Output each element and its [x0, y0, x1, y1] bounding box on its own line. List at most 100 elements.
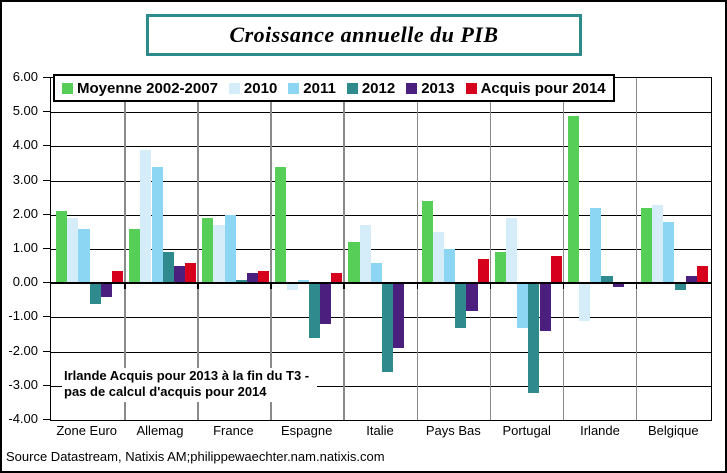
- bar-acquis-pour-2014-portugal: [550, 255, 562, 284]
- bar-moyenne-2002-2007-pays-bas: [421, 201, 433, 284]
- zero-axis-tick: [270, 284, 272, 290]
- bar-moyenne-2002-2007-irlande: [567, 115, 579, 284]
- bar-moyenne-2002-2007-belgique: [640, 208, 653, 284]
- x-category-label-zone-euro: Zone Euro: [56, 423, 118, 438]
- gridline-y--1: [51, 317, 711, 319]
- x-category-label-irlande: Irlande: [580, 423, 620, 438]
- bar-2010-pays-bas: [432, 231, 444, 284]
- y-axis-tick: [43, 384, 50, 386]
- legend-item-2010: 2010: [228, 79, 278, 97]
- annotation-note: Irlande Acquis pour 2013 à la fin du T3 …: [62, 368, 318, 402]
- y-axis-tick: [43, 248, 50, 249]
- bar-2012-pays-bas: [455, 283, 467, 328]
- x-category-label-france: France: [213, 423, 254, 438]
- zero-axis-tick: [124, 284, 126, 290]
- x-category-label-pays-bas: Pays Bas: [425, 423, 481, 438]
- bar-2013-portugal: [539, 283, 551, 332]
- bar-2011-portugal: [517, 283, 529, 328]
- zero-axis-line: [51, 282, 711, 285]
- legend-item-2013: 2013: [406, 79, 455, 97]
- zero-axis-tick: [635, 284, 638, 290]
- legend-label-moyenne-2002-2007: Moyenne 2002-2007: [77, 79, 218, 97]
- gridline-y-1: [51, 249, 711, 250]
- bar-2012-italie: [382, 283, 394, 373]
- bar-moyenne-2002-2007-portugal: [494, 252, 506, 284]
- gridline-y--2: [51, 351, 711, 353]
- bar-2013-italie: [393, 283, 405, 349]
- legend-label-2010: 2010: [243, 79, 278, 97]
- y-tick-label: 6.00: [12, 69, 38, 84]
- bar-2011-pays-bas: [444, 249, 456, 284]
- bar-2013-irlande: [612, 283, 624, 287]
- y-axis-tick: [43, 419, 50, 420]
- y-tick-label: 5.00: [12, 103, 38, 119]
- bar-moyenne-2002-2007-zone-euro: [56, 211, 68, 284]
- bar-2012-allemag: [162, 252, 174, 284]
- bar-2012-france: [235, 279, 247, 284]
- bar-moyenne-2002-2007-france: [202, 218, 214, 284]
- bar-2010-italie: [359, 225, 371, 284]
- bar-2012-irlande: [601, 276, 613, 284]
- category-divider: [416, 78, 419, 420]
- gridline-y-3: [51, 180, 711, 182]
- annotation-line-1: Irlande Acquis pour 2013 à la fin du T3 …: [64, 368, 310, 383]
- bar-acquis-pour-2014-pays-bas: [477, 259, 489, 284]
- category-divider: [197, 78, 199, 420]
- bar-2010-zone-euro: [67, 218, 79, 284]
- x-category-label-belgique: Belgique: [648, 423, 699, 438]
- bar-moyenne-2002-2007-espagne: [275, 166, 287, 284]
- bar-acquis-pour-2014-france: [258, 271, 270, 284]
- source-note: Source Datastream, Natixis AM;philippewa…: [6, 449, 385, 464]
- legend-label-2013: 2013: [421, 79, 455, 97]
- bar-2012-espagne: [308, 283, 321, 338]
- category-divider: [562, 78, 565, 420]
- category-divider: [635, 78, 638, 420]
- y-axis-tick: [43, 213, 50, 215]
- bar-2010-belgique: [652, 204, 664, 284]
- bar-2012-zone-euro: [89, 283, 101, 304]
- legend-item-acquis-pour-2014: Acquis pour 2014: [465, 80, 606, 97]
- bar-2011-france: [224, 214, 236, 284]
- bar-moyenne-2002-2007-italie: [348, 242, 360, 284]
- legend-swatch-2010: [228, 82, 240, 94]
- zero-axis-tick: [416, 284, 419, 290]
- chart-title: Croissance annuelle du PIB: [229, 22, 499, 47]
- x-category-label-portugal: Portugal: [502, 423, 551, 438]
- bar-acquis-pour-2014-allemag: [185, 262, 197, 284]
- gridline-y-2: [51, 214, 711, 216]
- bar-2013-pays-bas: [466, 283, 478, 311]
- y-axis-tick: [43, 350, 50, 352]
- bar-2013-allemag: [173, 266, 186, 284]
- bar-2010-allemag: [140, 149, 152, 284]
- bar-2011-italie: [370, 262, 382, 284]
- y-axis-tick: [43, 111, 50, 113]
- gridline-y-5: [51, 112, 711, 114]
- bar-2011-allemag: [151, 166, 163, 284]
- legend-item-moyenne-2002-2007: Moyenne 2002-2007: [62, 80, 218, 97]
- chart-title-box: Croissance annuelle du PIB: [146, 14, 582, 56]
- gridline-y-4: [51, 146, 711, 148]
- annotation-line-2: pas de calcul d'acquis pour 2014: [64, 384, 267, 399]
- legend-swatch-2011: [288, 82, 300, 94]
- bar-2010-portugal: [505, 218, 518, 284]
- y-axis-tick: [43, 316, 50, 318]
- bar-moyenne-2002-2007-allemag: [129, 228, 141, 284]
- x-category-label-espagne: Espagne: [281, 423, 333, 438]
- bar-2011-belgique: [663, 221, 675, 284]
- bar-2011-espagne: [297, 279, 309, 284]
- legend-swatch-2013: [406, 82, 418, 94]
- gridline-y--3: [51, 385, 711, 387]
- category-divider: [270, 78, 272, 420]
- legend-item-2011: 2011: [288, 80, 336, 97]
- y-tick-label: -2.00: [8, 342, 38, 358]
- y-tick-label: 2.00: [12, 205, 38, 221]
- bar-2013-belgique: [685, 276, 697, 284]
- bar-acquis-pour-2014-belgique: [696, 266, 709, 284]
- category-divider: [124, 78, 126, 420]
- bar-2013-zone-euro: [100, 283, 112, 297]
- y-axis-tick: [43, 145, 50, 147]
- bar-2012-belgique: [674, 283, 686, 290]
- legend-label-2011: 2011: [303, 79, 336, 97]
- bar-2011-irlande: [590, 208, 602, 284]
